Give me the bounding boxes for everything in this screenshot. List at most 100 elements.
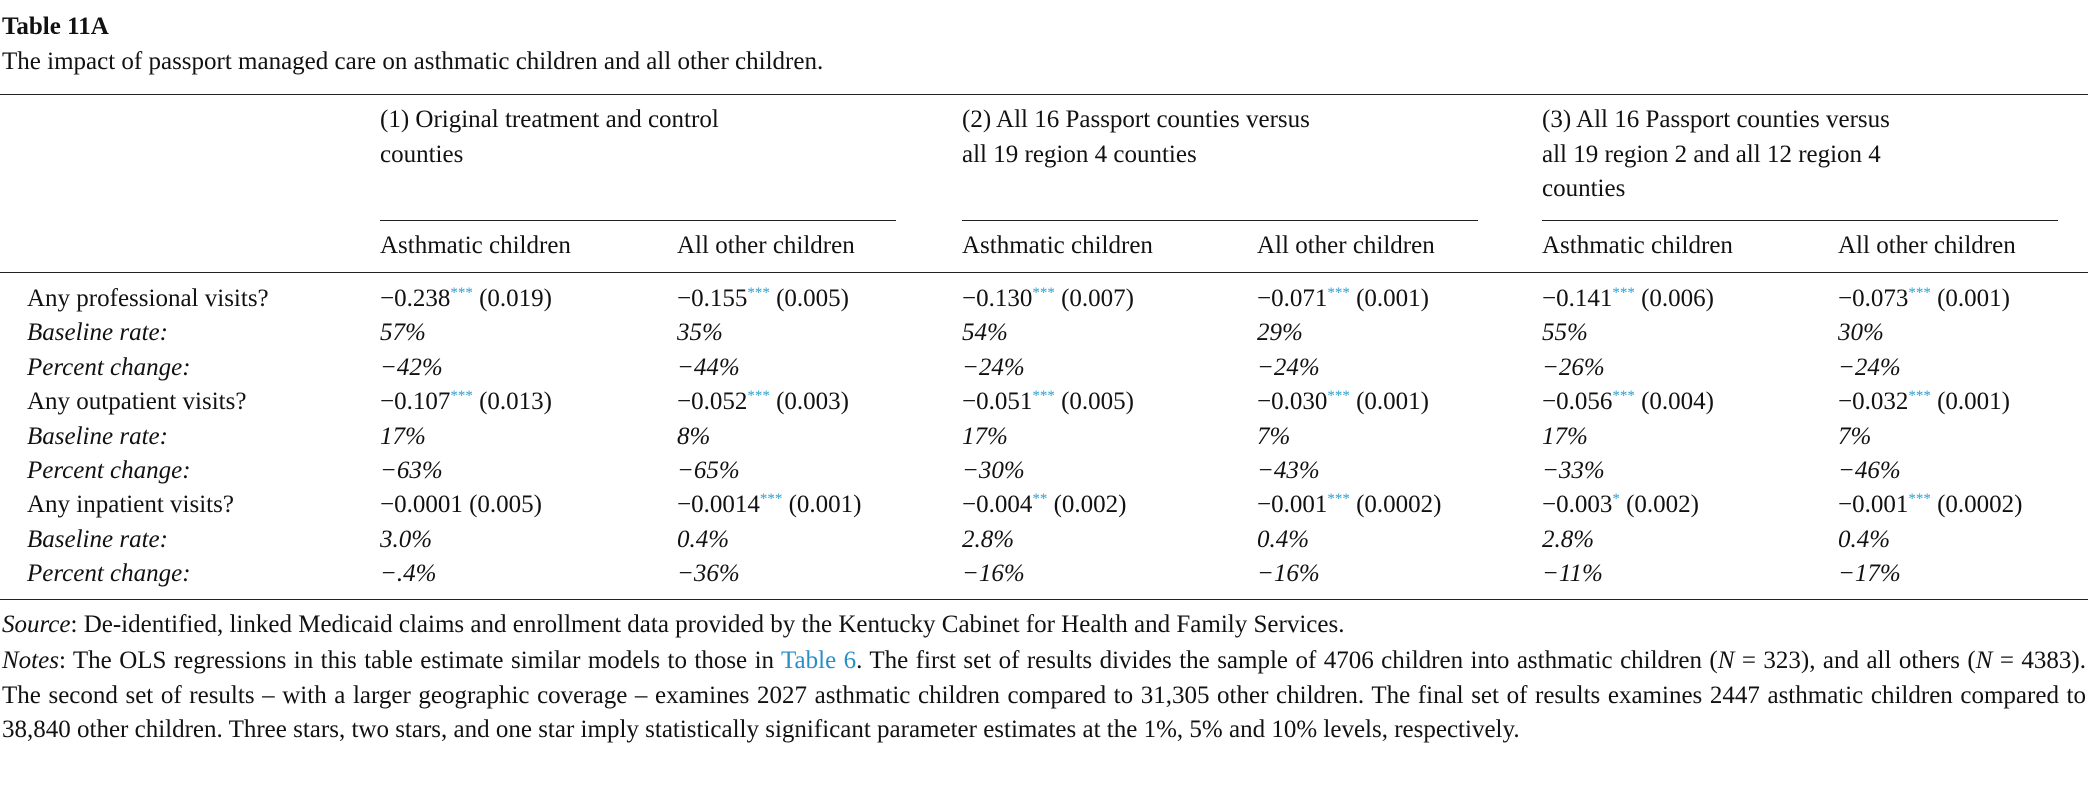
standard-error: (0.005) [469, 491, 543, 519]
rate-cell: −44% [677, 353, 740, 381]
rate-cell: −16% [962, 560, 1025, 588]
notes-text: = 323), and all others ( [1734, 647, 1976, 674]
estimate-cell: −0.052*** (0.003) [677, 385, 849, 419]
standard-error: (0.007) [1061, 285, 1135, 312]
rate-cell: 55% [1542, 319, 1588, 347]
group-header: counties [1542, 175, 1626, 202]
table-link[interactable]: Table 6 [781, 647, 857, 674]
estimate-cell: −0.032*** (0.001) [1838, 385, 2010, 419]
standard-error: (0.002) [1626, 491, 1700, 519]
row-label: Any outpatient visits? [27, 388, 247, 416]
rate-cell: −.4% [380, 560, 437, 588]
column-header: All other children [1257, 232, 1435, 259]
header-rule [0, 272, 2088, 273]
notes: Notes: The OLS regressions in this table… [2, 644, 2086, 748]
group-underline [1542, 220, 2058, 221]
coefficient: −0.004 [962, 491, 1033, 519]
standard-error: (0.001) [1356, 388, 1430, 416]
standard-error: (0.003) [776, 388, 850, 416]
rate-cell: 3.0% [380, 525, 433, 553]
estimate-cell: −0.238*** (0.019) [380, 282, 552, 316]
rate-cell: 8% [677, 422, 711, 450]
standard-error: (0.0002) [1356, 491, 1442, 519]
group-header: (1) Original treatment and control [380, 106, 719, 133]
coefficient: −0.0001 [380, 491, 463, 519]
group-underline [962, 220, 1478, 221]
significance-stars: *** [747, 285, 770, 301]
rate-cell: 54% [962, 319, 1008, 347]
row-label: Any professional visits? [27, 285, 269, 312]
rate-cell: 17% [380, 422, 426, 450]
coefficient: −0.056 [1542, 388, 1613, 416]
estimate-cell: −0.141*** (0.006) [1542, 282, 1714, 316]
standard-error: (0.004) [1641, 388, 1715, 416]
estimate-cell: −0.003* (0.002) [1542, 488, 1699, 522]
significance-stars: *** [1032, 285, 1055, 301]
rate-cell: 2.8% [962, 525, 1015, 553]
column-header: Asthmatic children [962, 232, 1153, 259]
notes-text: N [1975, 647, 1993, 674]
group-header: all 19 region 2 and all 12 region 4 [1542, 140, 1881, 168]
row-label: Percent change: [27, 353, 191, 381]
table-title: Table 11A [2, 13, 109, 40]
standard-error: (0.019) [479, 285, 553, 312]
significance-stars: *** [1612, 388, 1635, 405]
coefficient: −0.071 [1257, 285, 1328, 312]
rate-cell: 7% [1257, 422, 1291, 450]
estimate-cell: −0.030*** (0.001) [1257, 385, 1429, 419]
standard-error: (0.001) [1937, 388, 2011, 416]
source-text: : De-identified, linked Medicaid claims … [70, 611, 1345, 638]
rate-cell: 17% [1542, 422, 1588, 450]
row-label: Any inpatient visits? [27, 491, 234, 519]
rate-cell: −30% [962, 457, 1025, 484]
estimate-cell: −0.051*** (0.005) [962, 385, 1134, 419]
coefficient: −0.052 [677, 388, 748, 416]
rate-cell: −43% [1257, 457, 1320, 484]
significance-stars: *** [1612, 285, 1635, 301]
column-header: Asthmatic children [1542, 232, 1733, 259]
rate-cell: −24% [1838, 353, 1901, 381]
row-label: Baseline rate: [27, 319, 168, 347]
estimate-cell: −0.073*** (0.001) [1838, 282, 2010, 316]
table-caption: The impact of passport managed care on a… [2, 48, 824, 75]
rate-cell: 0.4% [1838, 525, 1891, 553]
rate-cell: 7% [1838, 422, 1872, 450]
rate-cell: −16% [1257, 560, 1320, 588]
significance-stars: *** [1032, 388, 1055, 405]
row-label: Baseline rate: [27, 422, 168, 450]
coefficient: −0.0014 [677, 491, 760, 519]
group-header: (2) All 16 Passport counties versus [962, 106, 1310, 133]
standard-error: (0.001) [1356, 285, 1430, 312]
significance-stars: ** [1032, 491, 1048, 508]
rate-cell: 30% [1838, 319, 1884, 347]
standard-error: (0.005) [1061, 388, 1135, 416]
bottom-rule [0, 599, 2088, 600]
rate-cell: −26% [1542, 353, 1605, 381]
estimate-cell: −0.107*** (0.013) [380, 385, 552, 419]
coefficient: −0.001 [1257, 491, 1328, 519]
significance-stars: *** [450, 388, 473, 405]
notes-text: = 4383). The second set of results – wit… [2, 647, 2086, 743]
rate-cell: 29% [1257, 319, 1303, 347]
rate-cell: 0.4% [677, 525, 730, 553]
coefficient: −0.051 [962, 388, 1033, 416]
notes-label: Notes [2, 647, 59, 674]
row-label: Baseline rate: [27, 525, 168, 553]
coefficient: −0.073 [1838, 285, 1909, 312]
rate-cell: −11% [1542, 560, 1603, 588]
rate-cell: −36% [677, 560, 740, 588]
rate-cell: −24% [962, 353, 1025, 381]
estimate-cell: −0.056*** (0.004) [1542, 385, 1714, 419]
coefficient: −0.130 [962, 285, 1033, 312]
top-rule [0, 94, 2088, 95]
significance-stars: *** [747, 388, 770, 405]
rate-cell: −46% [1838, 457, 1901, 484]
standard-error: (0.002) [1053, 491, 1127, 519]
significance-stars: *** [1908, 388, 1931, 405]
estimate-cell: −0.155*** (0.005) [677, 282, 849, 316]
standard-error: (0.001) [1937, 285, 2011, 312]
rate-cell: 35% [677, 319, 723, 347]
coefficient: −0.107 [380, 388, 451, 416]
column-header: All other children [677, 232, 855, 259]
